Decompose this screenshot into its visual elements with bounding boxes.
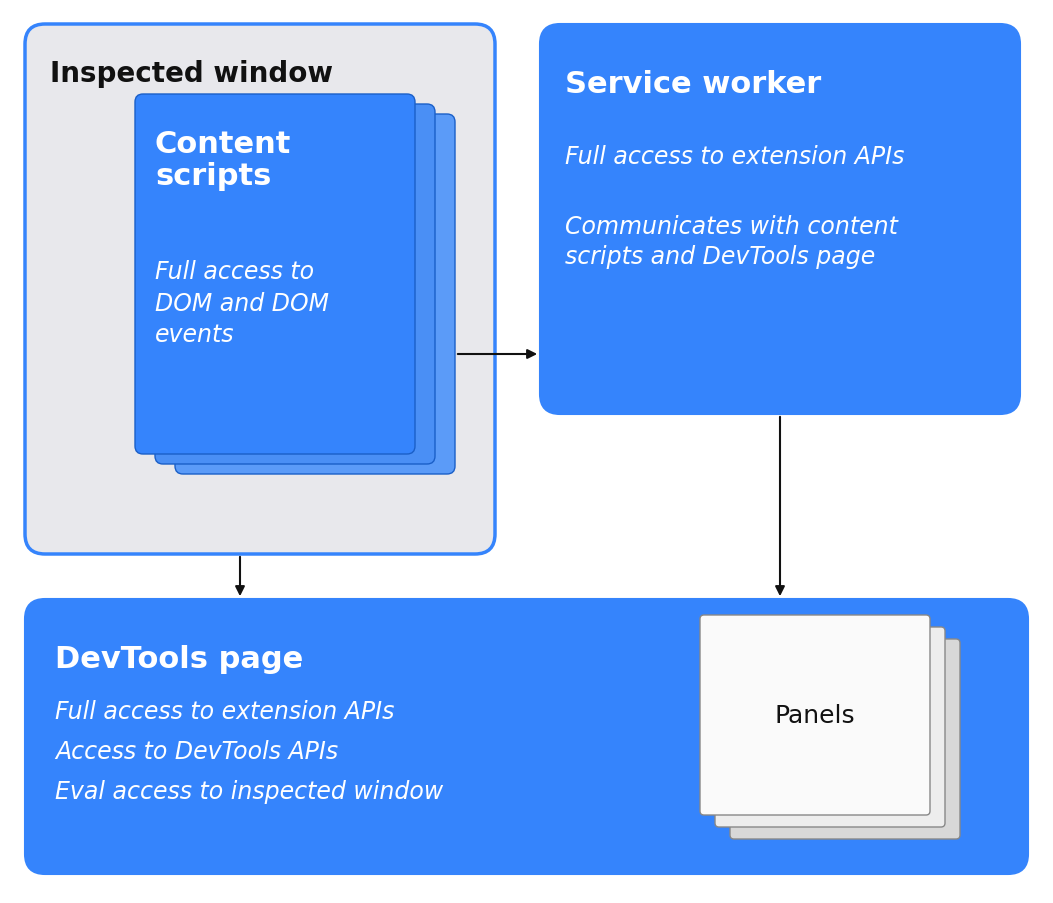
FancyBboxPatch shape [715, 628, 945, 827]
Text: Full access to extension APIs: Full access to extension APIs [565, 144, 905, 169]
FancyBboxPatch shape [25, 600, 1028, 874]
Text: DevTools page: DevTools page [55, 644, 303, 674]
Text: Full access to extension APIs: Full access to extension APIs [55, 699, 395, 723]
Text: Access to DevTools APIs: Access to DevTools APIs [55, 740, 338, 763]
Text: Content
scripts: Content scripts [155, 130, 292, 191]
FancyBboxPatch shape [155, 105, 435, 464]
FancyBboxPatch shape [700, 615, 930, 815]
Text: Communicates with content
scripts and DevTools page: Communicates with content scripts and De… [565, 215, 898, 268]
FancyBboxPatch shape [730, 639, 960, 839]
Text: Full access to
DOM and DOM
events: Full access to DOM and DOM events [155, 260, 329, 347]
FancyBboxPatch shape [175, 115, 455, 474]
FancyBboxPatch shape [135, 95, 415, 454]
FancyBboxPatch shape [25, 25, 495, 554]
Text: Inspected window: Inspected window [49, 60, 333, 88]
Text: Service worker: Service worker [565, 70, 821, 99]
Text: Panels: Panels [775, 703, 855, 727]
Text: Eval access to inspected window: Eval access to inspected window [55, 779, 443, 803]
FancyBboxPatch shape [540, 25, 1020, 414]
